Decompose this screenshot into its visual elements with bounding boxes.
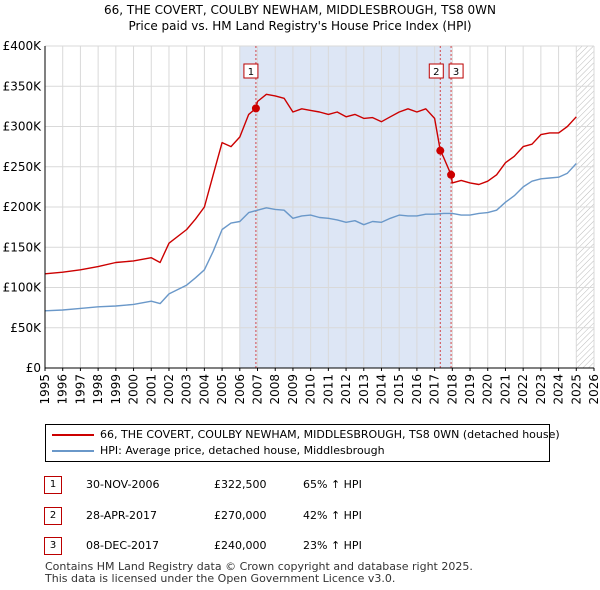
x-tick-label: 2024 xyxy=(552,374,566,405)
legend-label-hpi: HPI: Average price, detached house, Midd… xyxy=(100,444,385,457)
x-tick-label: 1996 xyxy=(56,374,70,405)
x-tick-label: 1995 xyxy=(38,374,52,405)
footer-copyright: Contains HM Land Registry data © Crown c… xyxy=(45,560,473,573)
x-tick-label: 2012 xyxy=(339,374,353,405)
price-chart: 1 2 3 £0 £50K £100K £150K £200K £250K £300K £350K £… xyxy=(3,39,600,405)
x-tick-label: 2026 xyxy=(587,374,600,405)
sale-price: £322,500 xyxy=(214,478,267,491)
y-tick-label: £50K xyxy=(10,321,42,335)
chart-title: 66, THE COVERT, COULBY NEWHAM, MIDDLESBR… xyxy=(103,3,496,17)
property-line xyxy=(44,93,577,275)
x-tick-label: 2013 xyxy=(357,374,371,405)
sale-point xyxy=(436,146,445,155)
x-tick-label: 1999 xyxy=(109,374,123,405)
x-tick-label: 2006 xyxy=(233,374,247,405)
x-tick-label: 2002 xyxy=(162,374,176,405)
x-tick-label: 2021 xyxy=(498,374,512,405)
sale-label-box xyxy=(448,63,464,79)
x-tick-label: 2007 xyxy=(251,374,265,405)
x-tick-label: 2023 xyxy=(534,374,548,405)
sale-label-box xyxy=(243,63,259,79)
x-tick-label: 2019 xyxy=(463,374,477,405)
x-tick-label: 2004 xyxy=(197,374,211,405)
y-tick-label: £150K xyxy=(3,240,43,254)
y-tick-label: £100K xyxy=(3,281,43,295)
sale-hpi-change: 23% ↑ HPI xyxy=(303,539,362,552)
sale-hpi-change: 42% ↑ HPI xyxy=(303,509,362,522)
sale-date: 28-APR-2017 xyxy=(86,509,158,522)
y-tick-label: £350K xyxy=(3,79,43,93)
x-tick-label: 2015 xyxy=(392,374,406,405)
x-tick-label: 2022 xyxy=(516,374,530,405)
sale-point xyxy=(447,170,456,179)
hpi-line xyxy=(44,163,577,312)
sale-number-badge: 1 xyxy=(44,476,62,494)
footer-licence: This data is licensed under the Open Gov… xyxy=(45,572,396,585)
y-tick-label: £300K xyxy=(3,120,43,134)
x-tick-label: 2008 xyxy=(268,374,282,405)
sale-date: 08-DEC-2017 xyxy=(86,539,160,552)
legend: 66, THE COVERT, COULBY NEWHAM, MIDDLESBR… xyxy=(45,424,560,462)
x-tick-label: 2005 xyxy=(215,374,229,405)
sale-hpi-change: 65% ↑ HPI xyxy=(303,478,362,491)
legend-label-property: 66, THE COVERT, COULBY NEWHAM, MIDDLESBR… xyxy=(100,428,560,441)
x-tick-label: 1997 xyxy=(73,374,87,405)
sale-price: £240,000 xyxy=(214,539,267,552)
sale-number-badge: 2 xyxy=(44,507,62,525)
sale-point xyxy=(251,104,260,113)
sale-price: £270,000 xyxy=(214,509,267,522)
x-tick-label: 2014 xyxy=(374,374,388,405)
x-tick-label: 2009 xyxy=(286,374,300,405)
x-tick-label: 2001 xyxy=(144,374,158,405)
y-tick-label: £250K xyxy=(3,160,43,174)
x-tick-label: 2016 xyxy=(410,374,424,405)
x-tick-label: 1998 xyxy=(91,374,105,405)
x-tick-label: 2017 xyxy=(428,374,442,405)
sale-label-text: 2 xyxy=(433,67,439,78)
x-tick-label: 2025 xyxy=(569,374,583,405)
legend-swatch-property xyxy=(52,434,94,436)
sale-date: 30-NOV-2006 xyxy=(86,478,160,491)
x-tick-label: 2000 xyxy=(127,374,141,405)
sale-number-badge: 3 xyxy=(44,537,62,555)
y-tick-label: £0 xyxy=(26,361,41,375)
y-tick-label: £400K xyxy=(3,39,43,53)
chart-subtitle: Price paid vs. HM Land Registry's House … xyxy=(128,19,472,33)
legend-swatch-hpi xyxy=(52,450,94,452)
x-tick-label: 2010 xyxy=(304,374,318,405)
y-tick-label: £200K xyxy=(3,200,43,214)
sale-label-text: 1 xyxy=(248,67,254,78)
x-tick-label: 2018 xyxy=(445,374,459,405)
x-tick-label: 2011 xyxy=(321,374,335,405)
x-tick-label: 2003 xyxy=(180,374,194,405)
x-tick-label: 2020 xyxy=(481,374,495,405)
sale-label-box xyxy=(428,63,444,79)
sale-label-text: 3 xyxy=(453,67,459,78)
